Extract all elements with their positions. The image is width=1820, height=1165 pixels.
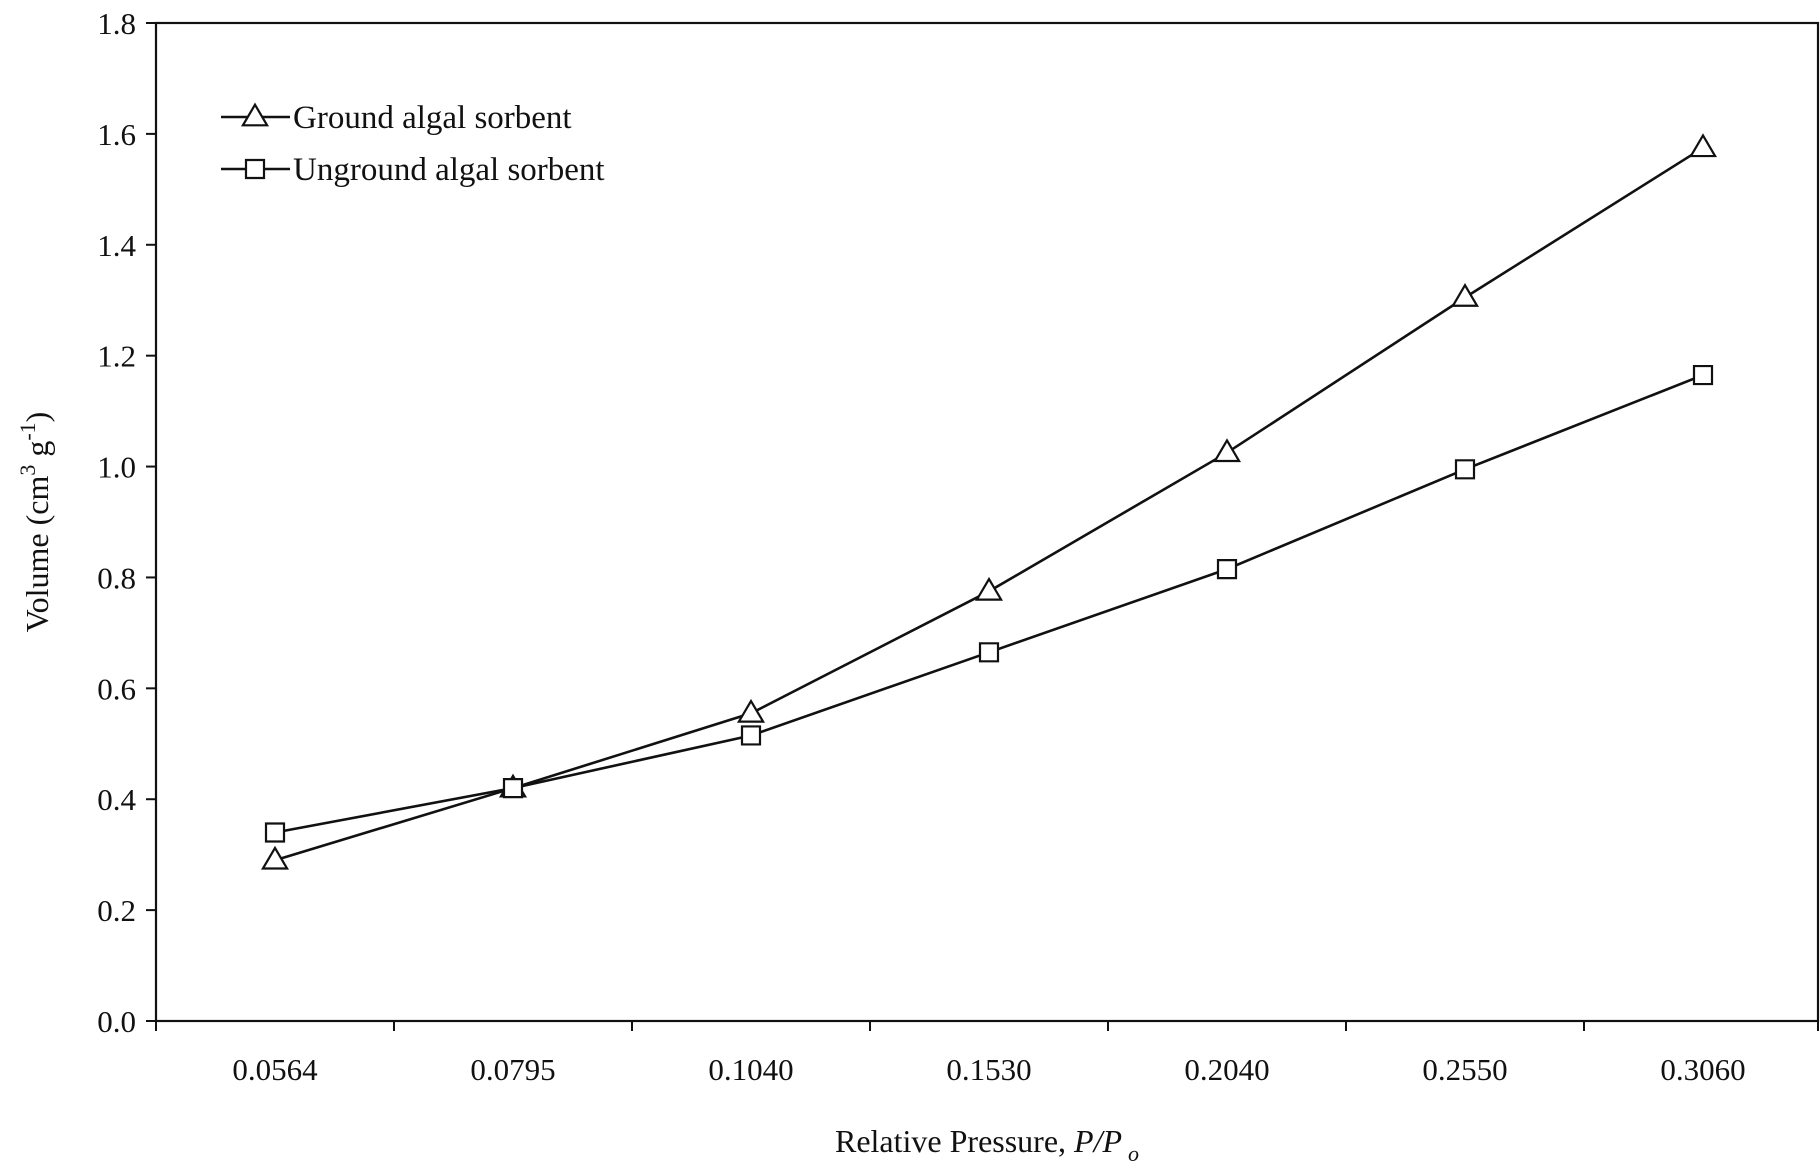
x-tick-label: 0.2550: [1422, 1052, 1507, 1087]
triangle-point: [1450, 283, 1480, 307]
x-tick-label: 0.1040: [708, 1052, 793, 1087]
y-tick-label: 0.4: [97, 782, 136, 817]
y-tick-label: 1.8: [97, 6, 136, 41]
x-tick-label: 0.1530: [946, 1052, 1031, 1087]
x-tick-label: 0.0795: [470, 1052, 555, 1087]
square-point: [1692, 364, 1714, 386]
square-point: [1216, 559, 1238, 580]
legend: Ground algal sorbent Unground algal sorb…: [221, 100, 605, 188]
triangle-point: [1212, 438, 1242, 463]
x-tick-label: 0.3060: [1660, 1052, 1745, 1087]
square-point: [740, 725, 762, 746]
y-tick-label: 0.8: [97, 560, 136, 595]
triangle-point: [974, 576, 1004, 601]
legend-item-ground: Ground algal sorbent: [221, 100, 572, 136]
legend-label-ground: Ground algal sorbent: [293, 100, 572, 136]
legend-square-marker-icon: [244, 158, 266, 180]
y-axis: 0.0 0.2 0.4 0.6 0.8 1.0 1.2 1.4 1.6 1.8: [97, 6, 156, 1039]
x-tick-label: 0.0564: [232, 1052, 318, 1087]
triangle-point: [736, 698, 766, 723]
legend-label-unground: Unground algal sorbent: [293, 152, 605, 188]
triangle-point: [260, 845, 290, 870]
y-tick-label: 0.6: [97, 671, 136, 706]
y-tick-label: 0.0: [97, 1004, 136, 1039]
x-axis: 0.0564 0.0795 0.1040 0.1530 0.2040 0.2550 0.30…: [155, 1021, 1819, 1087]
y-tick-label: 1.6: [97, 117, 136, 152]
legend-triangle-marker-icon: [240, 102, 270, 127]
triangle-point: [1688, 133, 1718, 158]
square-point: [1454, 459, 1476, 480]
y-tick-label: 1.0: [97, 450, 136, 485]
y-tick-label: 1.4: [97, 228, 136, 263]
x-tick-label: 0.2040: [1184, 1052, 1269, 1087]
square-point: [978, 642, 1000, 663]
square-point: [502, 778, 524, 799]
y-tick-label: 1.2: [97, 339, 136, 374]
y-tick-label: 0.2: [97, 893, 136, 928]
square-point: [264, 822, 286, 843]
legend-item-unground: Unground algal sorbent: [221, 152, 605, 188]
plot-frame: [154, 21, 1820, 1023]
series-layer: [260, 133, 1718, 870]
x-axis-title: Relative Pressure, P/P o: [835, 1123, 1139, 1165]
y-axis-title: Volume (cm3 g-1): [15, 412, 55, 633]
